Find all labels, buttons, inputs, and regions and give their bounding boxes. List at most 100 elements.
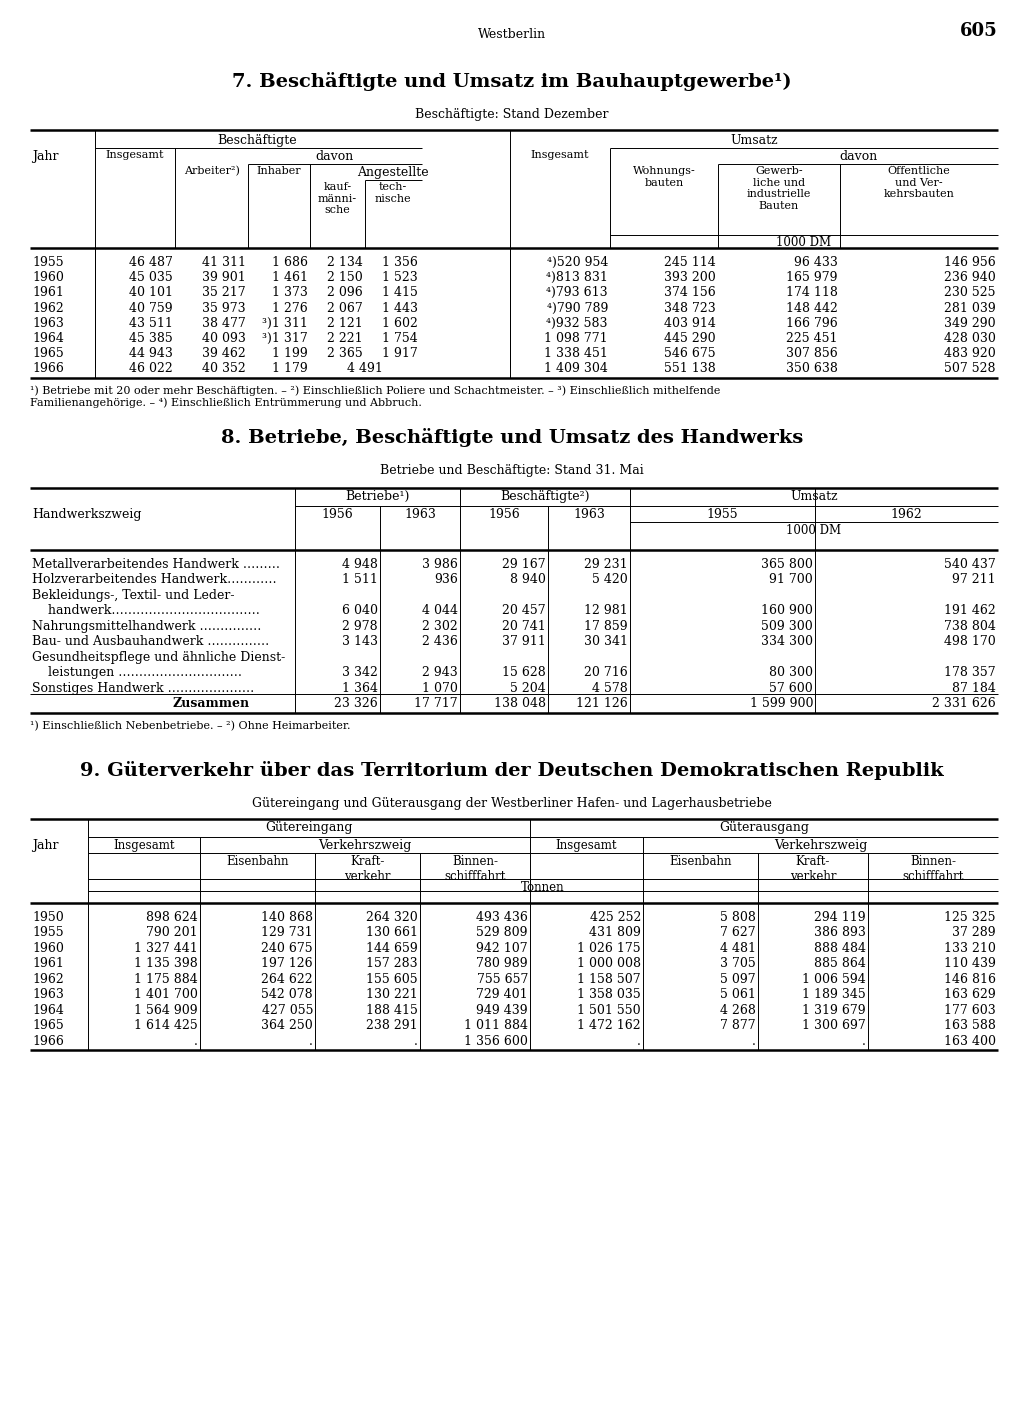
- Text: 29 167: 29 167: [503, 558, 546, 570]
- Text: ⁴)813 831: ⁴)813 831: [546, 272, 608, 284]
- Text: 1955: 1955: [32, 256, 63, 269]
- Text: Kraft-
verkehr: Kraft- verkehr: [790, 855, 837, 883]
- Text: ⁴)932 583: ⁴)932 583: [547, 317, 608, 329]
- Text: 38 477: 38 477: [203, 317, 246, 329]
- Text: 1961: 1961: [32, 286, 63, 300]
- Text: 225 451: 225 451: [786, 332, 838, 345]
- Text: Öffentliche
und Ver-
kehrsbauten: Öffentliche und Ver- kehrsbauten: [884, 165, 954, 199]
- Text: Beschäftigte: Stand Dezember: Beschäftigte: Stand Dezember: [416, 108, 608, 120]
- Text: 529 809: 529 809: [476, 926, 528, 939]
- Text: 6 040: 6 040: [342, 604, 378, 616]
- Text: 1 011 884: 1 011 884: [464, 1019, 528, 1033]
- Text: Tonnen: Tonnen: [521, 881, 565, 894]
- Text: Inhaber: Inhaber: [257, 165, 301, 177]
- Text: 1 409 304: 1 409 304: [544, 363, 608, 375]
- Text: 738 804: 738 804: [944, 619, 996, 633]
- Text: 2 150: 2 150: [328, 272, 362, 284]
- Text: 1 599 900: 1 599 900: [750, 698, 813, 710]
- Text: handwerk………………………………: handwerk………………………………: [32, 604, 260, 616]
- Text: 2 302: 2 302: [422, 619, 458, 633]
- Text: Betriebe und Beschäftigte: Stand 31. Mai: Betriebe und Beschäftigte: Stand 31. Mai: [380, 464, 644, 476]
- Text: 546 675: 546 675: [665, 347, 716, 360]
- Text: 5 808: 5 808: [720, 911, 756, 923]
- Text: 427 055: 427 055: [261, 1003, 313, 1017]
- Text: 29 231: 29 231: [585, 558, 628, 570]
- Text: 87 184: 87 184: [952, 682, 996, 695]
- Text: 507 528: 507 528: [944, 363, 996, 375]
- Text: 43 511: 43 511: [129, 317, 173, 329]
- Text: 1962: 1962: [32, 972, 63, 985]
- Text: 386 893: 386 893: [814, 926, 866, 939]
- Text: 37 911: 37 911: [502, 635, 546, 649]
- Text: 348 723: 348 723: [665, 301, 716, 315]
- Text: 2 096: 2 096: [328, 286, 362, 300]
- Text: 80 300: 80 300: [769, 665, 813, 679]
- Text: 1 276: 1 276: [272, 301, 308, 315]
- Text: 403 914: 403 914: [665, 317, 716, 329]
- Text: 97 211: 97 211: [952, 573, 996, 586]
- Text: Beschäftigte: Beschäftigte: [218, 134, 297, 147]
- Text: 7. Beschäftigte und Umsatz im Bauhauptgewerbe¹): 7. Beschäftigte und Umsatz im Bauhauptge…: [232, 71, 792, 91]
- Text: 177 603: 177 603: [944, 1003, 996, 1017]
- Text: 1 754: 1 754: [382, 332, 418, 345]
- Text: 1963: 1963: [32, 988, 63, 1002]
- Text: Handwerkszweig: Handwerkszweig: [32, 507, 141, 521]
- Text: 1 070: 1 070: [422, 682, 458, 695]
- Text: 40 759: 40 759: [129, 301, 173, 315]
- Text: 2 067: 2 067: [328, 301, 362, 315]
- Text: 1 199: 1 199: [272, 347, 308, 360]
- Text: 20 741: 20 741: [502, 619, 546, 633]
- Text: 4 481: 4 481: [720, 941, 756, 954]
- Text: 110 439: 110 439: [944, 957, 996, 969]
- Text: 1 364: 1 364: [342, 682, 378, 695]
- Text: 1 026 175: 1 026 175: [578, 941, 641, 954]
- Text: 393 200: 393 200: [665, 272, 716, 284]
- Text: 509 300: 509 300: [761, 619, 813, 633]
- Text: 1 917: 1 917: [382, 347, 418, 360]
- Text: 1 175 884: 1 175 884: [134, 972, 198, 985]
- Text: 245 114: 245 114: [665, 256, 716, 269]
- Text: 729 401: 729 401: [476, 988, 528, 1002]
- Text: 163 629: 163 629: [944, 988, 996, 1002]
- Text: 157 283: 157 283: [367, 957, 418, 969]
- Text: 144 659: 144 659: [367, 941, 418, 954]
- Text: 5 061: 5 061: [720, 988, 756, 1002]
- Text: Nahrungsmittelhandwerk ……………: Nahrungsmittelhandwerk ……………: [32, 619, 261, 633]
- Text: 174 118: 174 118: [786, 286, 838, 300]
- Text: Binnen-
schifffahrt: Binnen- schifffahrt: [902, 855, 964, 883]
- Text: 264 320: 264 320: [367, 911, 418, 923]
- Text: 5 420: 5 420: [592, 573, 628, 586]
- Text: 1956: 1956: [488, 507, 520, 521]
- Text: Betriebe¹): Betriebe¹): [345, 489, 410, 503]
- Text: 790 201: 790 201: [146, 926, 198, 939]
- Text: 236 940: 236 940: [944, 272, 996, 284]
- Text: Metallverarbeitendes Handwerk ………: Metallverarbeitendes Handwerk ………: [32, 558, 280, 570]
- Text: 155 605: 155 605: [367, 972, 418, 985]
- Text: ⁴)793 613: ⁴)793 613: [547, 286, 608, 300]
- Text: Insgesamt: Insgesamt: [530, 150, 589, 160]
- Text: 129 731: 129 731: [261, 926, 313, 939]
- Text: Eisenbahn: Eisenbahn: [226, 855, 289, 867]
- Text: 197 126: 197 126: [261, 957, 313, 969]
- Text: 165 979: 165 979: [786, 272, 838, 284]
- Text: 146 816: 146 816: [944, 972, 996, 985]
- Text: 1 356 600: 1 356 600: [464, 1034, 528, 1048]
- Text: Gewerb-
liche und
industrielle
Bauten: Gewerb- liche und industrielle Bauten: [746, 165, 811, 210]
- Text: Beschäftigte²): Beschäftigte²): [501, 489, 590, 503]
- Text: 4 491: 4 491: [347, 363, 383, 375]
- Text: 540 437: 540 437: [944, 558, 996, 570]
- Text: 1 098 771: 1 098 771: [545, 332, 608, 345]
- Text: Güterausgang: Güterausgang: [719, 821, 809, 834]
- Text: 1 564 909: 1 564 909: [134, 1003, 198, 1017]
- Text: 364 250: 364 250: [261, 1019, 313, 1033]
- Text: 191 462: 191 462: [944, 604, 996, 616]
- Text: 4 948: 4 948: [342, 558, 378, 570]
- Text: 8 940: 8 940: [510, 573, 546, 586]
- Text: 4 268: 4 268: [720, 1003, 756, 1017]
- Text: 2 134: 2 134: [327, 256, 362, 269]
- Text: 1 373: 1 373: [272, 286, 308, 300]
- Text: ¹) Betriebe mit 20 oder mehr Beschäftigten. – ²) Einschließlich Poliere und Scha: ¹) Betriebe mit 20 oder mehr Beschäftigt…: [30, 385, 720, 396]
- Text: 1 461: 1 461: [272, 272, 308, 284]
- Text: 7 877: 7 877: [720, 1019, 756, 1033]
- Text: .: .: [195, 1034, 198, 1048]
